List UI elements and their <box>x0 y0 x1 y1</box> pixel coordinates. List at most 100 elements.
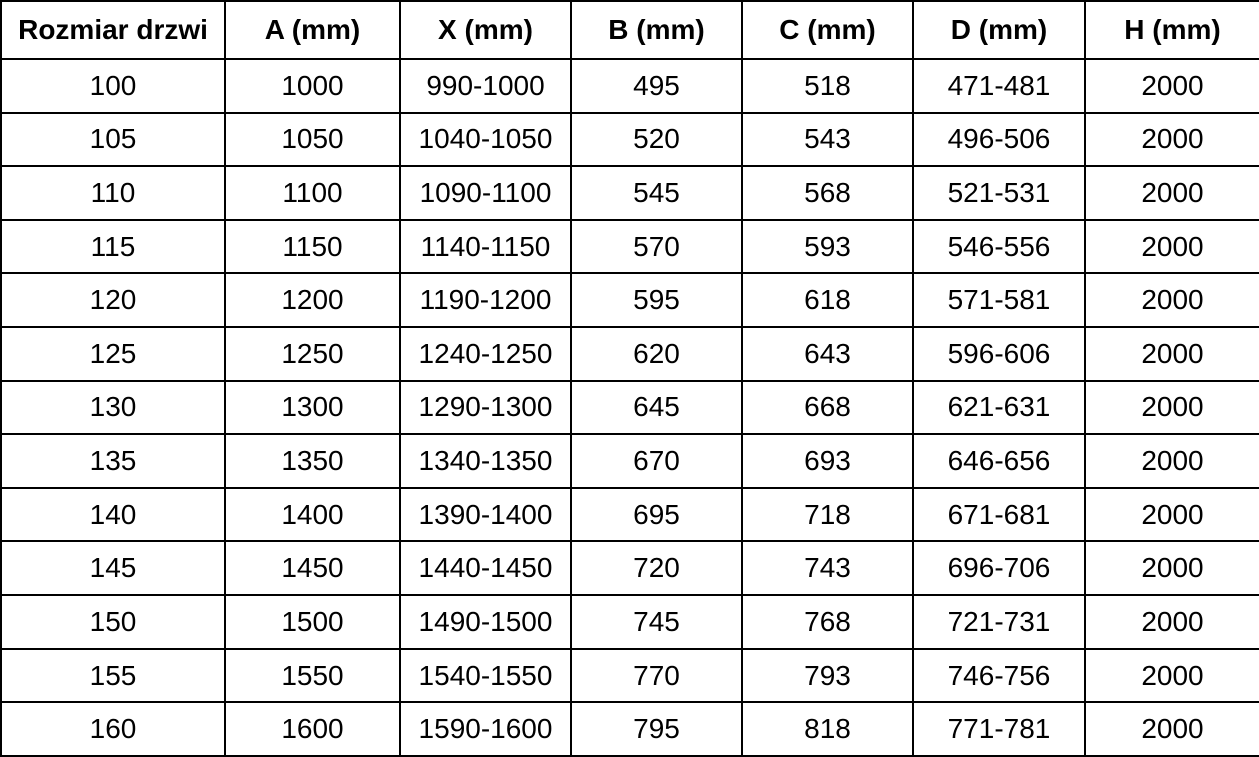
table-cell: 645 <box>570 379 743 436</box>
table-cell: 743 <box>741 540 914 597</box>
table-cell: 671-681 <box>912 486 1086 543</box>
table-row: 150 1500 1490-1500 745 768 721-731 2000 <box>0 594 1259 650</box>
table-cell: 670 <box>570 433 743 489</box>
table-cell: 160 <box>0 701 226 757</box>
table-cell: 818 <box>741 701 914 757</box>
table-cell: 646-656 <box>912 433 1086 489</box>
column-header-c-mm: C (mm) <box>741 0 914 60</box>
table-cell: 768 <box>741 594 914 650</box>
table-cell: 1100 <box>224 165 401 221</box>
table-row: 140 1400 1390-1400 695 718 671-681 2000 <box>0 486 1259 543</box>
column-header-a-mm: A (mm) <box>224 0 401 60</box>
table-cell: 2000 <box>1084 701 1259 757</box>
table-cell: 1000 <box>224 58 401 114</box>
table-cell: 1340-1350 <box>399 433 572 489</box>
table-cell: 1140-1150 <box>399 218 572 275</box>
table-cell: 2000 <box>1084 486 1259 543</box>
table-cell: 546-556 <box>912 218 1086 275</box>
table-cell: 693 <box>741 433 914 489</box>
table-row: 160 1600 1590-1600 795 818 771-781 2000 <box>0 701 1259 757</box>
table-cell: 120 <box>0 272 226 329</box>
table-cell: 105 <box>0 111 226 168</box>
table-cell: 596-606 <box>912 326 1086 382</box>
table-cell: 593 <box>741 218 914 275</box>
column-header-d-mm: D (mm) <box>912 0 1086 60</box>
table-cell: 2000 <box>1084 58 1259 114</box>
table-cell: 643 <box>741 326 914 382</box>
table-cell: 543 <box>741 111 914 168</box>
table-cell: 770 <box>570 647 743 704</box>
table-cell: 2000 <box>1084 594 1259 650</box>
table-row: 130 1300 1290-1300 645 668 621-631 2000 <box>0 379 1259 436</box>
table-cell: 150 <box>0 594 226 650</box>
table-cell: 1050 <box>224 111 401 168</box>
table-cell: 2000 <box>1084 647 1259 704</box>
table-cell: 568 <box>741 165 914 221</box>
table-cell: 620 <box>570 326 743 382</box>
table-cell: 1300 <box>224 379 401 436</box>
table-cell: 1450 <box>224 540 401 597</box>
table-cell: 518 <box>741 58 914 114</box>
table-cell: 621-631 <box>912 379 1086 436</box>
table-cell: 1500 <box>224 594 401 650</box>
table-cell: 135 <box>0 433 226 489</box>
table-cell: 1490-1500 <box>399 594 572 650</box>
table-cell: 2000 <box>1084 433 1259 489</box>
table-cell: 1200 <box>224 272 401 329</box>
table-cell: 1400 <box>224 486 401 543</box>
table-cell: 1090-1100 <box>399 165 572 221</box>
table-row: 120 1200 1190-1200 595 618 571-581 2000 <box>0 272 1259 329</box>
table-header: Rozmiar drzwi A (mm) X (mm) B (mm) C (mm… <box>0 0 1259 60</box>
table-cell: 2000 <box>1084 218 1259 275</box>
table-cell: 746-756 <box>912 647 1086 704</box>
column-header-rozmiar-drzwi: Rozmiar drzwi <box>0 0 226 60</box>
table-cell: 155 <box>0 647 226 704</box>
table-row: 100 1000 990-1000 495 518 471-481 2000 <box>0 58 1259 114</box>
table-cell: 1240-1250 <box>399 326 572 382</box>
column-header-h-mm: H (mm) <box>1084 0 1259 60</box>
table-cell: 100 <box>0 58 226 114</box>
table-cell: 130 <box>0 379 226 436</box>
column-header-b-mm: B (mm) <box>570 0 743 60</box>
table-cell: 1590-1600 <box>399 701 572 757</box>
table-cell: 125 <box>0 326 226 382</box>
table-row: 105 1050 1040-1050 520 543 496-506 2000 <box>0 111 1259 168</box>
table-cell: 720 <box>570 540 743 597</box>
table-cell: 2000 <box>1084 540 1259 597</box>
table-row: 110 1100 1090-1100 545 568 521-531 2000 <box>0 165 1259 221</box>
table-cell: 990-1000 <box>399 58 572 114</box>
table-cell: 1600 <box>224 701 401 757</box>
table-cell: 571-581 <box>912 272 1086 329</box>
table-cell: 140 <box>0 486 226 543</box>
table-cell: 115 <box>0 218 226 275</box>
table-cell: 1190-1200 <box>399 272 572 329</box>
column-header-x-mm: X (mm) <box>399 0 572 60</box>
header-row: Rozmiar drzwi A (mm) X (mm) B (mm) C (mm… <box>0 0 1259 60</box>
table-cell: 1290-1300 <box>399 379 572 436</box>
table-cell: 2000 <box>1084 272 1259 329</box>
table-row: 155 1550 1540-1550 770 793 746-756 2000 <box>0 647 1259 704</box>
table-cell: 110 <box>0 165 226 221</box>
table-cell: 1440-1450 <box>399 540 572 597</box>
table-cell: 496-506 <box>912 111 1086 168</box>
table-cell: 1040-1050 <box>399 111 572 168</box>
table-row: 145 1450 1440-1450 720 743 696-706 2000 <box>0 540 1259 597</box>
table-cell: 793 <box>741 647 914 704</box>
table-cell: 570 <box>570 218 743 275</box>
table-cell: 2000 <box>1084 165 1259 221</box>
table-cell: 771-781 <box>912 701 1086 757</box>
table-cell: 745 <box>570 594 743 650</box>
table-cell: 595 <box>570 272 743 329</box>
table-cell: 1350 <box>224 433 401 489</box>
table-cell: 1550 <box>224 647 401 704</box>
table-cell: 145 <box>0 540 226 597</box>
table-cell: 495 <box>570 58 743 114</box>
table-cell: 2000 <box>1084 326 1259 382</box>
table-cell: 471-481 <box>912 58 1086 114</box>
table-body: 100 1000 990-1000 495 518 471-481 2000 105 1050 1… <box>0 58 1259 757</box>
table-row: 125 1250 1240-1250 620 643 596-606 2000 <box>0 326 1259 382</box>
table-row: 115 1150 1140-1150 570 593 546-556 2000 <box>0 218 1259 275</box>
table-row: 135 1350 1340-1350 670 693 646-656 2000 <box>0 433 1259 489</box>
table-cell: 718 <box>741 486 914 543</box>
